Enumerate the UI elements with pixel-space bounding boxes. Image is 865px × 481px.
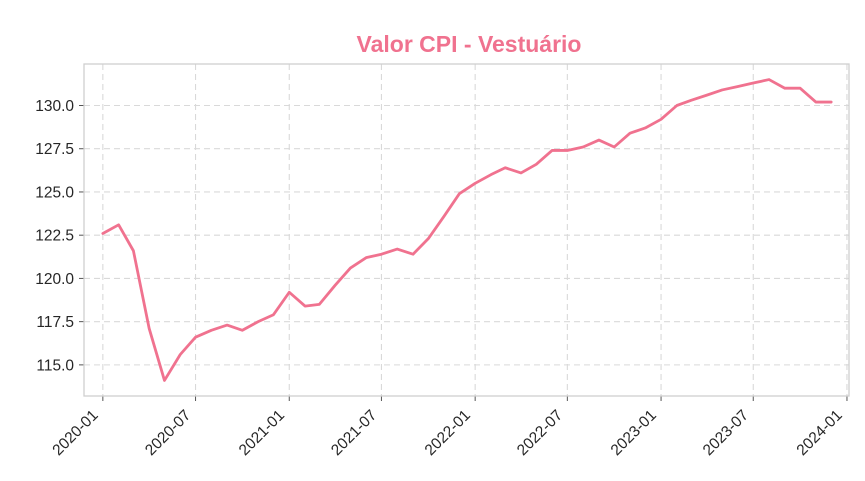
- y-tick-label: 117.5: [36, 314, 74, 331]
- grid: [84, 64, 849, 396]
- axis-ticks: [79, 105, 848, 401]
- x-tick-label: 2021-07: [328, 407, 380, 459]
- y-tick-label: 130.0: [35, 98, 74, 115]
- y-tick-label: 127.5: [35, 141, 74, 158]
- x-tick-label: 2022-07: [514, 407, 566, 459]
- plot-frame: [83, 63, 850, 397]
- y-tick-label: 125.0: [35, 184, 74, 201]
- x-tick-label: 2024-01: [794, 407, 846, 459]
- y-tick-label: 122.5: [35, 228, 74, 245]
- x-tick-label: 2022-01: [422, 407, 474, 459]
- series-line: [101, 78, 833, 382]
- x-tick-label: 2020-07: [142, 407, 194, 459]
- x-tick-label: 2023-01: [608, 407, 660, 459]
- y-tick-label: 120.0: [35, 271, 74, 288]
- chart-title: Valor CPI - Vestuário: [357, 31, 582, 57]
- x-tick-label: 2020-01: [49, 407, 101, 459]
- x-tick-label: 2021-01: [236, 407, 288, 459]
- y-tick-label: 115.0: [36, 357, 74, 374]
- series-layer: [101, 78, 833, 382]
- x-tick-label: 2023-07: [700, 407, 752, 459]
